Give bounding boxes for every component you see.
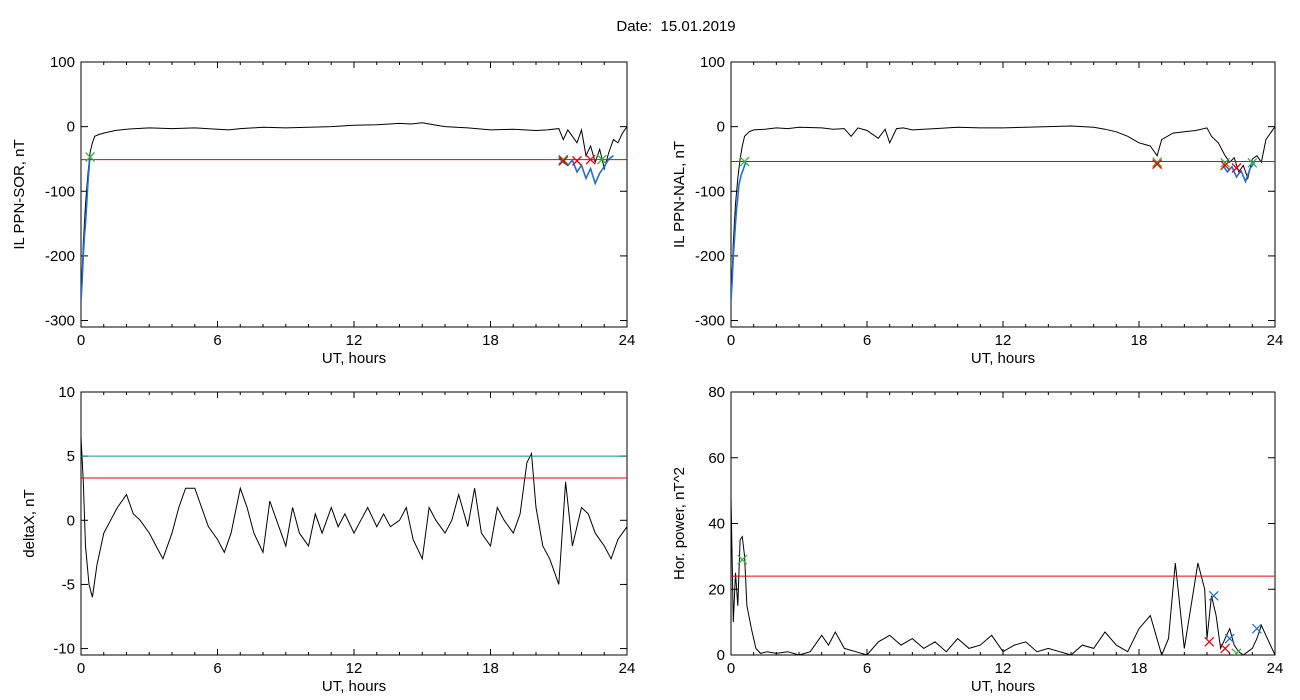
marker-cross [597,154,607,165]
plot-frame [730,391,1276,656]
x-tick-label: 0 [77,332,85,349]
marker-cross [1251,623,1262,634]
y-tick-label: 60 [708,450,725,467]
marker-cross [558,154,569,165]
y-tick-label: 0 [67,512,75,529]
series-line-2 [731,161,747,302]
x-axis-label: UT, hours [971,678,1035,695]
marker-cross [558,155,569,166]
series-line-1 [81,436,627,598]
x-tick-label: 6 [213,660,221,677]
plot-area [731,497,1275,655]
plot-area [731,125,1275,302]
y-axis-label: deltaX, nT [21,489,38,557]
series-line-3 [558,155,614,186]
y-tick-label: 0 [717,647,725,664]
marker-cross [1231,163,1242,173]
y-tick-label: 40 [708,516,725,533]
series-line-1 [81,122,627,302]
marker-cross [1152,157,1163,168]
y-tick-label: 100 [700,54,725,71]
y-tick-label: -10 [53,641,75,658]
y-axis-label: IL PPN-NAL, nT [671,141,688,248]
marker-cross [585,154,596,165]
chart-panel-2: 0 6 12 18 24 100 0 -100 -200 -300 UT, hours IL PPN-… [671,54,1283,367]
x-axis-label: UT, hours [971,350,1035,367]
chart-title: Date: 15.01.2019 [616,18,736,35]
marker-cross [1231,648,1242,655]
x-tick-label: 12 [995,660,1012,677]
y-tick-label: 0 [717,119,725,136]
x-tick-label: 6 [213,332,221,349]
x-tick-label: 18 [482,660,499,677]
x-tick-label: 12 [346,332,363,349]
chart-panel-3: 0 6 12 18 24 10 5 0 -5 -10 UT, hours deltaX, nT [21,384,635,695]
x-tick-label: 6 [863,660,871,677]
x-tick-label: 24 [1267,332,1284,349]
marker-cross [85,152,96,162]
plot-frame [730,61,1276,328]
x-tick-label: 0 [727,332,735,349]
chart-panel-4: 0 6 12 18 24 80 60 40 20 0 UT, hours Hor. power, nT… [671,384,1283,695]
series-line-1 [731,497,1275,655]
x-tick-label: 18 [1131,332,1148,349]
x-tick-label: 24 [1267,660,1284,677]
marker-cross [1220,160,1231,171]
marker-cross [1208,590,1219,601]
y-tick-label: 80 [708,384,725,401]
y-axis-label: Hor. power, nT^2 [671,467,688,580]
marker-cross [1204,636,1215,647]
y-tick-label: 20 [708,581,725,598]
y-tick-label: -300 [695,313,725,330]
marker-cross [737,554,748,565]
plot-frame [80,61,628,328]
y-tick-label: -300 [45,313,75,330]
y-tick-label: -5 [62,576,75,593]
x-tick-label: 12 [995,332,1012,349]
y-tick-label: -100 [695,183,725,200]
chart-panel-1: 0 6 12 18 24 100 0 -100 -200 -300 UT, hours IL PPN-… [11,54,635,367]
marker-cross [739,156,750,167]
x-tick-label: 12 [346,660,363,677]
y-tick-label: 5 [67,448,75,465]
y-tick-label: 100 [50,54,75,71]
y-tick-label: -200 [695,248,725,265]
x-tick-label: 18 [1131,660,1148,677]
x-tick-label: 18 [482,332,499,349]
marker-cross [571,155,582,166]
x-tick-label: 0 [77,660,85,677]
marker-cross [1224,633,1235,644]
x-axis-label: UT, hours [322,678,386,695]
x-axis-label: UT, hours [322,350,386,367]
x-tick-label: 24 [619,332,636,349]
series-line-1 [731,125,1275,302]
marker-cross [1220,643,1231,654]
y-tick-label: -100 [45,183,75,200]
y-tick-label: 0 [67,119,75,136]
series-line-3 [1222,161,1256,184]
marker-cross [1247,157,1258,168]
y-tick-label: -200 [45,248,75,265]
plot-frame [80,391,628,656]
x-tick-label: 0 [727,660,735,677]
plot-area [81,122,627,302]
series-line-2 [81,155,91,302]
y-axis-label: IL PPN-SOR, nT [11,139,28,249]
marker-cross [1152,159,1163,170]
x-tick-label: 6 [863,332,871,349]
y-tick-label: 10 [58,384,75,401]
x-tick-label: 24 [619,660,636,677]
marker-cross [1220,157,1231,168]
plot-area [81,436,627,598]
